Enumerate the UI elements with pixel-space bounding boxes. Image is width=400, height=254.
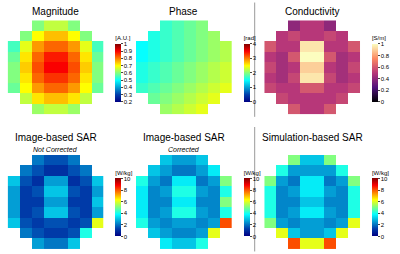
svg-text:[W/kg]: [W/kg] — [244, 170, 261, 176]
svg-text:2: 2 — [253, 222, 257, 228]
svg-text:8: 8 — [253, 187, 257, 193]
svg-text:0.4: 0.4 — [381, 76, 390, 82]
svg-text:2: 2 — [253, 70, 257, 76]
svg-text:0.6: 0.6 — [381, 64, 390, 70]
svg-text:2: 2 — [381, 222, 385, 228]
svg-text:0.6: 0.6 — [124, 70, 133, 76]
svg-text:Image-based SAR: Image-based SAR — [143, 132, 225, 143]
svg-text:1: 1 — [124, 41, 128, 47]
svg-text:0.9: 0.9 — [124, 48, 133, 54]
svg-text:2: 2 — [124, 222, 128, 228]
svg-text:[S/m]: [S/m] — [372, 35, 386, 41]
svg-text:0.7: 0.7 — [124, 63, 133, 69]
svg-text:1: 1 — [253, 84, 257, 90]
svg-text:6: 6 — [381, 199, 385, 205]
svg-text:0.5: 0.5 — [124, 77, 133, 83]
svg-text:6: 6 — [124, 199, 128, 205]
svg-text:1: 1 — [381, 41, 385, 47]
svg-text:[W/kg]: [W/kg] — [372, 170, 389, 176]
svg-text:[rad]: [rad] — [244, 35, 256, 41]
svg-text:Conductivity: Conductivity — [285, 6, 339, 17]
svg-text:0.3: 0.3 — [124, 92, 133, 98]
svg-text:Corrected: Corrected — [168, 146, 200, 153]
svg-text:0: 0 — [253, 234, 257, 240]
svg-text:Not Corrected: Not Corrected — [33, 146, 78, 153]
svg-text:Image-based SAR: Image-based SAR — [15, 132, 97, 143]
svg-text:8: 8 — [124, 187, 128, 193]
svg-text:6: 6 — [253, 199, 257, 205]
svg-text:4: 4 — [381, 210, 385, 216]
svg-text:[W/kg]: [W/kg] — [115, 170, 132, 176]
svg-text:4: 4 — [253, 210, 257, 216]
svg-text:4: 4 — [124, 210, 128, 216]
svg-text:Phase: Phase — [169, 6, 198, 17]
svg-text:0: 0 — [381, 99, 385, 105]
svg-text:0.4: 0.4 — [124, 84, 133, 90]
svg-text:0.8: 0.8 — [381, 53, 390, 59]
svg-text:0: 0 — [124, 234, 128, 240]
svg-text:0.8: 0.8 — [124, 55, 133, 61]
svg-text:8: 8 — [381, 187, 385, 193]
svg-text:3: 3 — [253, 55, 257, 61]
svg-text:Simulation-based SAR: Simulation-based SAR — [262, 132, 363, 143]
svg-text:10: 10 — [124, 176, 131, 182]
svg-text:0.2: 0.2 — [124, 99, 133, 105]
svg-text:[A.U.]: [A.U.] — [115, 35, 130, 41]
svg-text:0: 0 — [381, 234, 385, 240]
svg-text:10: 10 — [253, 176, 260, 182]
svg-text:10: 10 — [381, 176, 388, 182]
svg-text:0: 0 — [253, 99, 257, 105]
svg-text:0.2: 0.2 — [381, 87, 390, 93]
svg-text:4: 4 — [253, 41, 257, 47]
svg-text:Magnitude: Magnitude — [32, 6, 79, 17]
